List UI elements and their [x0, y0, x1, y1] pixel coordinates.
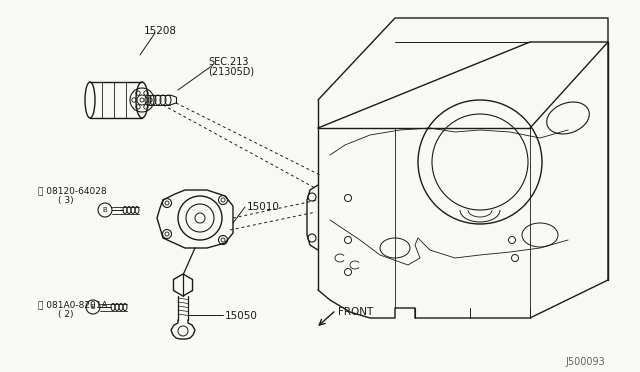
Text: (21305D): (21305D)	[208, 67, 254, 77]
Text: SEC.213: SEC.213	[208, 57, 248, 67]
Text: 15050: 15050	[225, 311, 258, 321]
Text: 15010: 15010	[247, 202, 280, 212]
Text: J500093: J500093	[565, 357, 605, 367]
Text: FRONT: FRONT	[338, 307, 373, 317]
Text: B: B	[91, 304, 95, 310]
Text: ( 3): ( 3)	[58, 196, 74, 205]
Text: 15208: 15208	[144, 26, 177, 36]
Text: Ⓑ 08120-64028: Ⓑ 08120-64028	[38, 186, 107, 195]
Text: B: B	[102, 207, 108, 213]
Text: Ⓑ 081A0-8201A: Ⓑ 081A0-8201A	[38, 300, 108, 309]
Text: ( 2): ( 2)	[58, 310, 74, 319]
